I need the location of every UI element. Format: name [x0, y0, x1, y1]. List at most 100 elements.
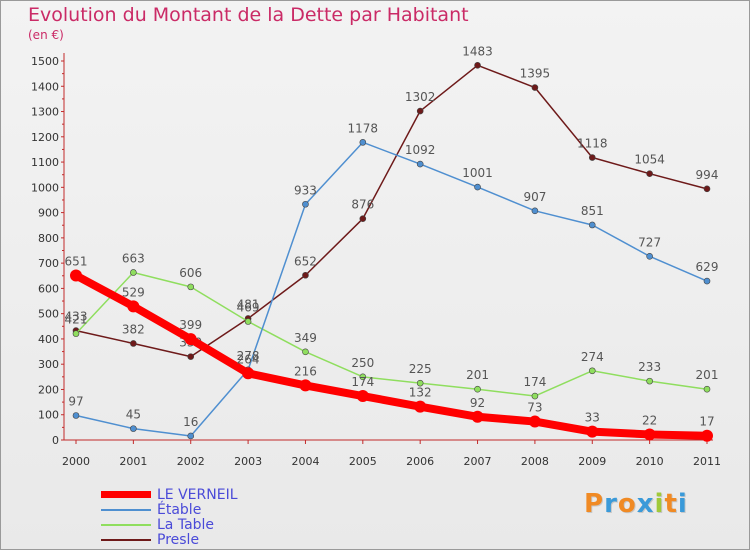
data-point	[646, 170, 653, 177]
data-point	[474, 61, 481, 69]
y-tick-label: 1100	[31, 156, 59, 169]
series-la-table: 421 663 606 469 349 250 225 201 174 274 233 201	[65, 251, 719, 400]
data-label: 421	[65, 313, 88, 327]
data-label: 201	[696, 368, 719, 382]
legend-item: La Table	[101, 516, 361, 533]
data-label: 73	[527, 401, 542, 415]
series-line	[72, 271, 711, 440]
data-point	[72, 412, 80, 419]
data-label: 97	[68, 394, 83, 408]
data-point	[302, 271, 309, 279]
data-point	[130, 269, 137, 276]
data-label: 349	[294, 331, 317, 345]
data-label: 274	[581, 350, 604, 364]
data-point	[416, 379, 424, 387]
data-point	[531, 207, 539, 215]
legend-swatch	[101, 538, 151, 541]
data-label: 22	[642, 413, 657, 427]
legend-swatch	[101, 508, 151, 511]
data-label: 529	[122, 285, 145, 299]
data-point	[184, 333, 197, 346]
legend-item: Presle	[101, 532, 361, 548]
series-line	[75, 271, 708, 397]
x-tick-label: 2006	[406, 455, 434, 468]
series--table: 97 45 16 278 933 1178 1092 1001 907 851 727 629	[68, 121, 719, 440]
data-label: 174	[523, 375, 546, 389]
logo-letter: x	[636, 489, 655, 519]
y-tick-label: 1400	[31, 80, 59, 93]
data-label: 201	[466, 368, 489, 382]
data-label: 876	[351, 198, 374, 212]
y-tick-label: 600	[38, 282, 59, 295]
series-le-verneil: 651 529 399 264 216 174 132 92 73 33 22 17	[65, 255, 715, 442]
data-label: 651	[65, 255, 88, 269]
data-point	[72, 330, 80, 337]
y-tick-label: 1200	[31, 131, 59, 144]
data-point	[302, 348, 309, 356]
data-point	[703, 185, 711, 193]
data-point	[474, 385, 481, 393]
data-label: 33	[585, 411, 600, 425]
y-tick-label: 300	[38, 358, 59, 371]
proxiti-logo: Proxiti	[584, 489, 688, 519]
logo-letter: t	[664, 489, 678, 519]
data-label: 1302	[405, 90, 436, 104]
data-label: 92	[470, 396, 485, 410]
y-tick-label: 100	[38, 409, 59, 422]
chart-title: Evolution du Montant de la Dette par Hab…	[28, 4, 469, 26]
x-tick-label: 2009	[578, 455, 606, 468]
data-point	[646, 377, 653, 385]
data-label: 17	[699, 415, 714, 429]
y-tick-label: 800	[38, 232, 59, 245]
data-label: 481	[237, 297, 260, 311]
logo-letter: o	[617, 489, 637, 519]
data-label: 1395	[520, 67, 551, 81]
data-point	[356, 390, 369, 403]
y-tick-label: 1000	[31, 181, 59, 194]
legend-label: La Table	[157, 516, 215, 533]
data-point	[414, 400, 427, 413]
y-tick-label: 1300	[31, 106, 59, 119]
data-label: 907	[523, 190, 546, 204]
data-label: 469	[237, 300, 260, 314]
x-tick-label: 2007	[464, 455, 492, 468]
data-point	[187, 283, 195, 291]
data-point	[588, 221, 596, 229]
y-tick-label: 700	[38, 257, 59, 270]
data-point	[70, 269, 82, 282]
y-tick-label: 200	[38, 383, 59, 396]
data-point	[130, 340, 137, 347]
y-tick-label: 400	[38, 333, 59, 346]
data-point	[586, 425, 599, 438]
data-label: 16	[183, 415, 198, 429]
data-point	[703, 385, 711, 393]
data-label: 250	[351, 356, 374, 370]
data-point	[302, 200, 309, 208]
data-point	[474, 183, 481, 191]
data-point	[242, 367, 255, 380]
data-label: 629	[696, 260, 719, 274]
data-point	[187, 353, 195, 360]
data-label: 652	[294, 254, 317, 268]
series-line	[75, 141, 708, 437]
data-point	[531, 84, 539, 91]
series-line	[75, 64, 708, 358]
data-point	[416, 160, 424, 168]
data-label: 278	[237, 349, 260, 363]
legend-label: Étable	[157, 501, 202, 518]
logo-letter: P	[584, 489, 605, 519]
data-label: 1483	[462, 44, 493, 58]
x-tick-label: 2002	[177, 455, 205, 468]
data-point	[244, 318, 252, 325]
y-tick-label: 500	[38, 308, 59, 321]
data-point	[359, 373, 367, 381]
data-label: 994	[696, 168, 719, 182]
data-point	[187, 432, 195, 440]
x-tick-label: 2010	[636, 455, 664, 468]
data-point	[701, 429, 713, 442]
data-label: 1001	[462, 166, 493, 180]
data-label: 433	[65, 310, 88, 324]
data-label: 663	[122, 251, 145, 265]
